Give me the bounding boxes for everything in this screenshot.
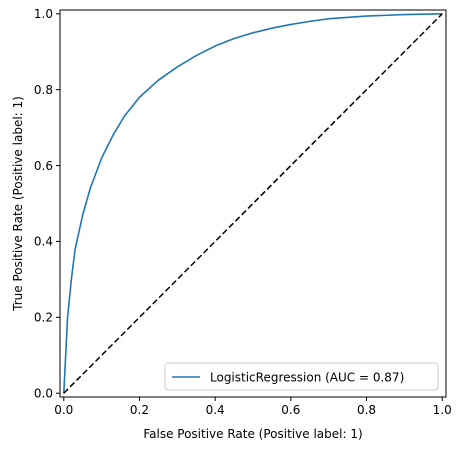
legend-box <box>164 362 439 391</box>
legend: LogisticRegression (AUC = 0.87) <box>164 362 439 391</box>
x-tick-label: 0.6 <box>281 403 300 417</box>
y-tick-label: 0.2 <box>34 311 53 325</box>
series-layer <box>62 12 443 394</box>
y-tick-label: 0.8 <box>34 83 53 97</box>
x-tick-label: 0.0 <box>54 403 73 417</box>
y-tick-label: 0.6 <box>34 159 53 173</box>
x-tick-label: 0.8 <box>357 403 376 417</box>
chance-diagonal-line <box>63 13 443 394</box>
y-axis-label: True Positive Rate (Positive label: 1) <box>11 96 25 312</box>
y-tick-label: 0.4 <box>34 235 53 249</box>
x-tick-label: 0.4 <box>206 403 225 417</box>
x-tick-label: 1.0 <box>433 403 452 417</box>
legend-label: LogisticRegression (AUC = 0.87) <box>210 371 404 385</box>
x-tick-label: 0.2 <box>130 403 149 417</box>
x-axis-ticks: 0.0 0.2 0.4 0.6 0.8 1.0 <box>54 397 452 417</box>
y-tick-label: 1.0 <box>34 7 53 21</box>
y-tick-label: 0.0 <box>34 387 53 401</box>
plot-frame <box>59 9 447 398</box>
roc-curve-line <box>62 12 443 394</box>
x-axis-label: False Positive Rate (Positive label: 1) <box>143 427 362 441</box>
y-axis-ticks: 0.0 0.2 0.4 0.6 0.8 1.0 <box>34 7 60 401</box>
